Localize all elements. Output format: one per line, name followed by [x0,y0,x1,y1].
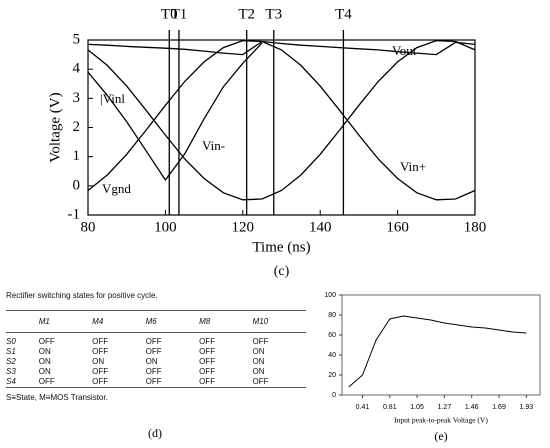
table-cell: OFF [199,367,216,376]
x-tick-label: 160 [386,219,409,235]
x-axis-label: Time (ns) [252,239,310,255]
table-row: S0 OFF OFF OFF OFF OFF [6,333,306,348]
series-line [87,42,263,182]
series-line [87,39,476,201]
header-cell: M8 [199,310,253,333]
series-line [87,39,476,201]
table-cell: ON [252,347,265,356]
x-tick-label: 100 [154,219,177,235]
table-cell: OFF [92,377,109,386]
table-cell: OFF [92,347,109,356]
y-axis-label: Voltage (V) [47,92,63,162]
series-label: |Vinl [100,91,125,106]
table-cell: OFF [145,377,162,386]
y-tick-label: 100 [324,292,336,299]
header-cell: M1 [38,310,93,333]
x-tick-label: 1.46 [465,404,479,411]
x-tick-label: 1.93 [520,404,534,411]
x-tick-label: 1.05 [410,404,424,411]
table-cell: OFF [145,347,162,356]
x-tick-label: 1.27 [438,404,452,411]
table-cell: OFF [38,377,55,386]
x-tick-label: 1.69 [492,404,506,411]
x-tick-label: 80 [81,219,96,235]
x-tick-label: 0.81 [383,404,397,411]
table: M1 M4 M6 M8 M10 S0 OFF OFF OFF OFF OFF S1 ON OFF OFF OF… [6,310,306,388]
marker-label: T1 [171,6,188,22]
table-cell: ON [92,357,105,366]
table-cell: S2 [6,357,16,366]
table-cell: OFF [199,347,216,356]
y-tick-label: 20 [328,372,336,379]
y-tick-label: 4 [73,61,81,77]
header-cell: M6 [145,310,200,333]
table-cell: OFF [252,337,269,346]
table-cell: OFF [38,337,55,346]
series-label: Vout [392,43,417,58]
series-label: Vin+ [400,159,426,174]
table-cell: OFF [199,337,216,346]
x-tick-label: 140 [309,219,332,235]
table-cell: S3 [6,367,16,376]
x-axis-label: Input peak-to-peak Voltage (V) [394,416,488,425]
marker-label: T3 [265,6,282,22]
table-cell: S4 [6,377,16,386]
y-tick-label: 3 [73,90,81,106]
table-footnote: S≡State, M≡MOS Transistor. [6,393,108,402]
marker-label: T0 [161,6,178,22]
caption: (c) [274,264,290,279]
table-panel: Rectifier switching states for positive … [6,291,306,402]
header-cell [6,310,39,333]
marker-label: T4 [335,6,352,22]
y-tick-label: 2 [73,119,81,135]
table-cell: ON [252,357,265,366]
table-cell: ON [252,367,265,376]
table-cell: OFF [145,337,162,346]
table-cell: ON [38,367,51,376]
plot-frame [87,39,476,216]
table-cell: S1 [6,347,16,356]
table-title: Rectifier switching states for positive … [6,291,158,300]
header-cell: M10 [252,310,306,333]
y-tick-label: 1 [73,148,81,164]
table-row: S3 ON OFF OFF OFF ON [6,367,306,377]
marker-label: T2 [238,6,255,22]
caption: (d) [148,426,162,440]
table-cell: S0 [6,337,16,346]
y-tick-label: 40 [328,352,336,359]
table-cell: OFF [145,367,162,376]
x-tick-label: 180 [464,219,487,235]
caption: (e) [434,429,447,443]
y-tick-label: -1 [68,206,81,222]
table-row: S4 OFF OFF OFF OFF OFF [6,377,306,388]
y-tick-label: 0 [73,177,81,193]
table-row: S1 ON OFF OFF OFF ON [6,347,306,357]
annotation: Vgnd [102,181,131,196]
table-cell: OFF [199,357,216,366]
table-cell: ON [145,357,158,366]
y-tick-label: 80 [328,312,336,319]
table-cell: OFF [92,337,109,346]
y-tick-label: 5 [73,31,81,47]
table-cell: OFF [252,377,269,386]
series-label: Vin- [202,138,225,153]
y-tick-label: 60 [328,332,336,339]
table-cell: OFF [199,377,216,386]
table-cell: ON [38,347,51,356]
series-line [348,315,527,388]
table-row: S2 ON ON ON OFF ON [6,357,306,367]
plot-frame [341,294,541,396]
y-tick-label: 0 [332,392,336,399]
table-cell: OFF [92,367,109,376]
header-cell: M4 [92,310,146,333]
table-cell: ON [38,357,51,366]
x-tick-label: 0.41 [356,404,370,411]
x-tick-label: 120 [232,219,255,235]
header-row: M1 M4 M6 M8 M10 [6,310,306,333]
